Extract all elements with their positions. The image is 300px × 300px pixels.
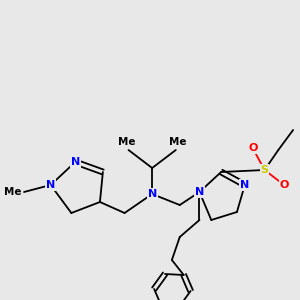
Text: N: N xyxy=(240,180,249,190)
Text: N: N xyxy=(195,187,204,197)
Text: Me: Me xyxy=(169,137,187,147)
Text: N: N xyxy=(148,189,157,199)
Text: Me: Me xyxy=(118,137,135,147)
Text: O: O xyxy=(248,143,257,153)
Text: S: S xyxy=(260,165,268,175)
Text: Me: Me xyxy=(4,187,21,197)
Text: N: N xyxy=(46,180,55,190)
Text: N: N xyxy=(71,157,80,167)
Text: O: O xyxy=(280,180,289,190)
